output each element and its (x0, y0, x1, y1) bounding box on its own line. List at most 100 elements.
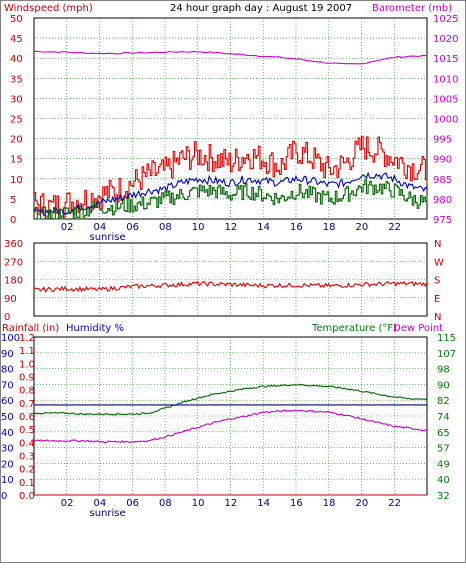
rain-y-tick: 0.9 (19, 373, 35, 384)
baro-y-tick: 1025 (433, 14, 458, 25)
x-tick-label: 02 (61, 498, 74, 509)
dewpoint-line (33, 409, 428, 444)
compass-y-tick: S (434, 276, 440, 287)
rain-y-tick: 0.0 (19, 491, 35, 502)
humidity-y-tick: 30 (1, 444, 14, 455)
baro-y-tick: 995 (433, 135, 452, 146)
direction-y-tick: 360 (4, 239, 23, 250)
x-tick-label: 04 (94, 222, 107, 233)
baro-y-tick: 1000 (433, 115, 458, 126)
wind-y-tick: 0 (10, 215, 16, 226)
compass-y-tick: W (434, 257, 444, 268)
wind-y-tick: 15 (10, 155, 23, 166)
temp-y-tick: 98 (437, 365, 450, 376)
x-tick-label: 20 (356, 498, 369, 509)
temp-y-tick: 107 (437, 349, 456, 360)
compass-y-tick: N (434, 239, 441, 250)
direction-y-tick: 0 (4, 312, 10, 323)
temperature-line (33, 383, 428, 416)
humidity-y-tick: 20 (1, 459, 14, 470)
wind-y-tick: 25 (10, 115, 23, 126)
rainfall-axis-title: Rainfall (in) (2, 323, 59, 334)
humidity-y-tick: 90 (1, 349, 14, 360)
humidity-y-tick: 10 (1, 475, 14, 486)
x-tick-label: 02 (61, 222, 74, 233)
rain-y-tick: 0.2 (19, 465, 35, 476)
rain-y-tick: 0.3 (19, 452, 35, 463)
temp-y-tick: 90 (437, 380, 450, 391)
humidity-y-tick: 40 (1, 428, 14, 439)
dewpoint-axis-title: Dew Point (393, 323, 443, 334)
barometer-line (34, 50, 428, 65)
windspeed-axis-title: Windspeed (mph) (4, 3, 93, 14)
baro-y-tick: 1010 (433, 74, 458, 85)
direction-y-tick: 180 (4, 276, 23, 287)
sunrise-label: sunrise (90, 508, 126, 519)
rain-y-tick: 0.5 (19, 425, 35, 436)
x-tick-label: 10 (192, 222, 205, 233)
baro-y-tick: 1005 (433, 94, 458, 105)
x-tick-label: 08 (159, 222, 172, 233)
x-tick-label: 18 (323, 498, 336, 509)
baro-y-tick: 985 (433, 175, 452, 186)
baro-y-tick: 990 (433, 155, 452, 166)
temp-y-tick: 74 (437, 412, 450, 423)
wind-y-tick: 10 (10, 175, 23, 186)
wind-y-tick: 5 (10, 195, 16, 206)
x-tick-label: 04 (94, 498, 107, 509)
x-tick-label: 12 (225, 498, 238, 509)
temp-y-tick: 32 (437, 491, 450, 502)
x-tick-label: 22 (388, 498, 401, 509)
x-tick-label: 22 (388, 222, 401, 233)
rain-y-tick: 0.6 (19, 412, 35, 423)
rain-y-tick: 0.7 (19, 399, 35, 410)
wind-y-tick: 20 (10, 135, 23, 146)
direction-y-tick: 90 (4, 294, 17, 305)
temp-y-tick: 115 (437, 333, 456, 344)
rain-y-tick: 0.1 (19, 478, 35, 489)
compass-y-tick: E (434, 294, 440, 305)
barometer-axis-title: Barometer (mb) (372, 3, 452, 14)
rain-y-tick: 0.8 (19, 386, 35, 397)
x-tick-label: 14 (257, 222, 270, 233)
humidity-y-tick: 80 (1, 365, 14, 376)
humidity-y-tick: 50 (1, 412, 14, 423)
humidity-y-tick: 100 (1, 333, 20, 344)
temperature-axis-title: Temperature (°F) (311, 323, 397, 334)
x-tick-label: 12 (225, 222, 238, 233)
x-tick-label: 18 (323, 222, 336, 233)
wind-y-tick: 30 (10, 94, 23, 105)
temp-y-tick: 40 (437, 475, 450, 486)
temp-y-tick: 82 (437, 396, 450, 407)
humidity-axis-title: Humidity % (66, 323, 124, 334)
wind-y-tick: 50 (10, 14, 23, 25)
baro-y-tick: 980 (433, 195, 452, 206)
wind-y-tick: 35 (10, 74, 23, 85)
x-tick-label: 16 (290, 222, 303, 233)
rain-y-tick: 1.1 (19, 346, 35, 357)
x-tick-label: 06 (126, 498, 139, 509)
temp-y-tick: 57 (437, 444, 450, 455)
rain-y-tick: 1.2 (19, 333, 35, 344)
baro-y-tick: 1015 (433, 54, 458, 65)
windspeed-min-line (34, 179, 428, 220)
baro-y-tick: 1020 (433, 34, 458, 45)
x-tick-label: 08 (159, 498, 172, 509)
x-tick-label: 10 (192, 498, 205, 509)
x-tick-label: 16 (290, 498, 303, 509)
x-tick-label: 20 (356, 222, 369, 233)
graph-title: 24 hour graph day : August 19 2007 (170, 3, 352, 14)
humidity-y-tick: 60 (1, 396, 14, 407)
x-tick-label: 14 (257, 498, 270, 509)
rain-y-tick: 1.0 (19, 359, 35, 370)
wind-direction-line (33, 280, 428, 293)
sunrise-label: sunrise (90, 232, 126, 243)
rain-y-tick: 0.4 (19, 438, 35, 449)
baro-y-tick: 975 (433, 215, 452, 226)
temp-y-tick: 49 (437, 459, 450, 470)
humidity-y-tick: 0 (1, 491, 7, 502)
wind-y-tick: 45 (10, 34, 23, 45)
